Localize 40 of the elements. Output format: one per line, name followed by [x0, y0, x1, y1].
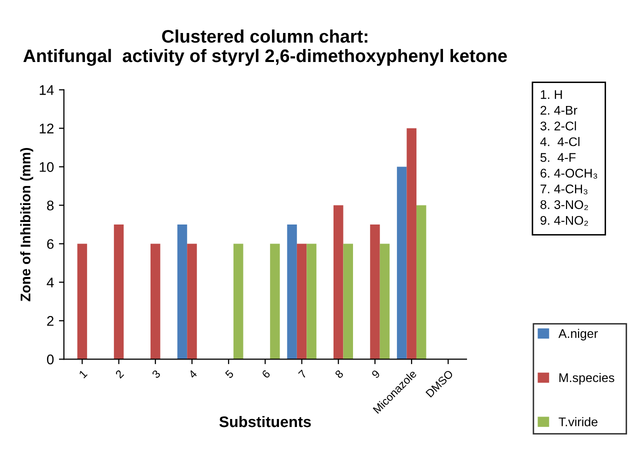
x-tick-label: 5 — [224, 370, 234, 379]
y-tick-label: 4 — [46, 278, 54, 288]
bar — [334, 205, 344, 360]
x-tick-label: 2 — [115, 370, 124, 379]
bar — [233, 244, 244, 360]
chart-title: Clustered column chart: Antifungal activity of styryl 2,6-dimethoxyphenyl ketone — [23, 29, 507, 66]
bar — [77, 244, 88, 360]
bar — [296, 244, 307, 360]
text: 1. H 2. 4-Br 3. 2-Cl 4. 4-Cl 5. 4-F 6. 4-OCH₃ 7. 4-CH₃ 8. 3-NO₂ 9. 4-NO₂ — [540, 90, 598, 226]
y-tick-label: 0 — [46, 354, 54, 364]
bar — [343, 244, 354, 360]
bar — [150, 244, 160, 360]
y-tick-label: 2 — [47, 316, 54, 326]
x-tick-label: 1 — [78, 370, 88, 378]
bar — [114, 224, 124, 360]
bar — [416, 205, 426, 360]
bar — [396, 166, 407, 360]
y-tick-label: 8 — [47, 200, 54, 210]
x-axis-title: Substituents — [219, 416, 311, 428]
legend-label: M.species — [559, 372, 614, 385]
legend-label: T.viride — [558, 417, 598, 426]
y-axis-title: Zone of Inhibition (mm) — [20, 148, 34, 302]
legend-label: A.niger — [558, 328, 598, 340]
bar — [370, 224, 380, 360]
bar — [306, 244, 316, 360]
bar — [287, 224, 297, 360]
y-tick-label: 12 — [40, 124, 54, 134]
bar — [187, 244, 197, 360]
x-tick-label: 7 — [298, 370, 308, 379]
y-tick-label: 10 — [40, 162, 54, 172]
bar — [177, 224, 188, 360]
bar — [270, 244, 280, 360]
x-tick-label: 8 — [334, 369, 344, 379]
x-tick-label: 4 — [188, 369, 198, 379]
x-tick-label: 6 — [261, 369, 271, 379]
y-tick-label: 14 — [40, 85, 54, 95]
bar — [406, 128, 416, 360]
bar — [380, 244, 390, 360]
y-tick-label: 6 — [47, 239, 54, 249]
x-tick-label: 3 — [152, 369, 161, 379]
